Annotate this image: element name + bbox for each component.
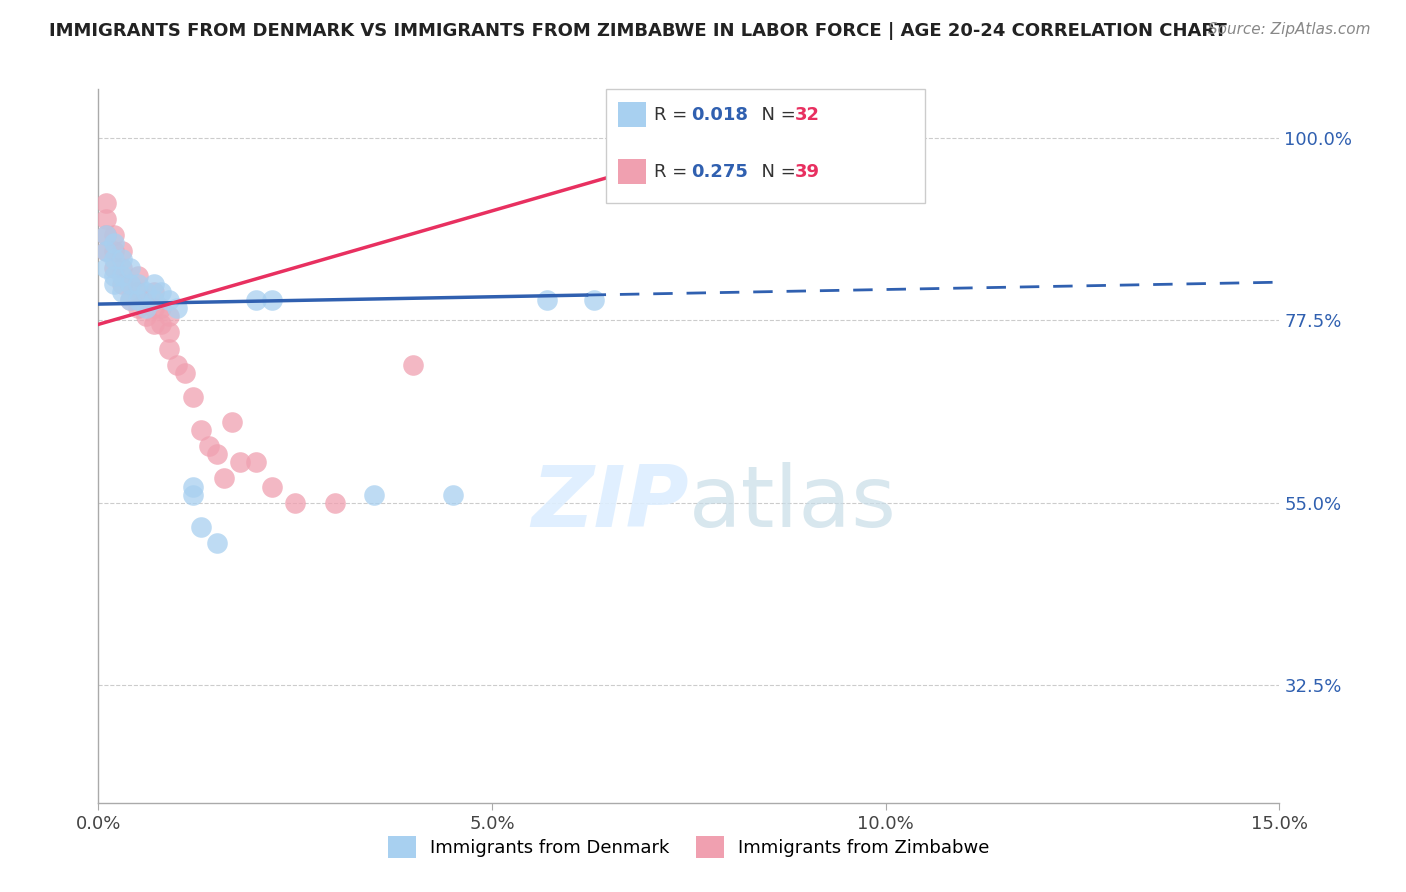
Point — [205, 447, 228, 461]
Point — [103, 260, 125, 275]
Text: 0.018: 0.018 — [690, 106, 748, 124]
Point — [536, 293, 558, 307]
Point — [150, 301, 173, 315]
Point — [96, 195, 118, 210]
Text: 0.275: 0.275 — [690, 163, 748, 181]
Point — [118, 277, 141, 291]
Point — [150, 318, 173, 332]
Point — [96, 244, 118, 259]
Point — [127, 285, 149, 299]
Point — [284, 496, 307, 510]
Point — [323, 496, 346, 510]
Point — [111, 260, 134, 275]
Point — [174, 366, 197, 380]
Point — [96, 228, 118, 243]
Point — [260, 479, 283, 493]
Point — [103, 277, 125, 291]
Point — [157, 293, 180, 307]
Point — [111, 268, 134, 283]
Text: Source: ZipAtlas.com: Source: ZipAtlas.com — [1208, 22, 1371, 37]
Point — [402, 358, 425, 372]
Point — [363, 488, 385, 502]
Point — [111, 244, 134, 259]
Point — [118, 277, 141, 291]
Text: N =: N = — [749, 106, 801, 124]
Text: ZIP: ZIP — [531, 461, 689, 545]
Point — [111, 252, 134, 267]
Point — [229, 455, 252, 469]
Point — [260, 293, 283, 307]
Point — [214, 471, 236, 485]
Point — [135, 293, 157, 307]
Point — [127, 277, 149, 291]
Point — [190, 423, 212, 437]
Point — [181, 479, 204, 493]
Text: atlas: atlas — [689, 461, 897, 545]
Point — [157, 342, 180, 356]
Point — [135, 285, 157, 299]
Point — [96, 228, 118, 243]
Text: R =: R = — [654, 163, 693, 181]
Point — [150, 285, 173, 299]
Point — [142, 301, 165, 315]
Legend: Immigrants from Denmark, Immigrants from Zimbabwe: Immigrants from Denmark, Immigrants from… — [381, 829, 997, 865]
Point — [127, 268, 149, 283]
Point — [142, 285, 165, 299]
Text: IMMIGRANTS FROM DENMARK VS IMMIGRANTS FROM ZIMBABWE IN LABOR FORCE | AGE 20-24 C: IMMIGRANTS FROM DENMARK VS IMMIGRANTS FR… — [49, 22, 1227, 40]
Point — [118, 293, 141, 307]
Point — [197, 439, 219, 453]
Point — [157, 326, 180, 340]
Point — [142, 277, 165, 291]
Point — [205, 536, 228, 550]
Point — [181, 488, 204, 502]
Point — [135, 301, 157, 315]
Point — [103, 244, 125, 259]
Point — [96, 211, 118, 226]
Point — [583, 293, 606, 307]
Text: R =: R = — [654, 106, 693, 124]
Point — [103, 268, 125, 283]
Point — [111, 277, 134, 291]
Point — [157, 310, 180, 324]
Text: 32: 32 — [794, 106, 820, 124]
Point — [96, 260, 118, 275]
Point — [103, 252, 125, 267]
Point — [142, 318, 165, 332]
Point — [127, 301, 149, 315]
Point — [118, 293, 141, 307]
Text: 39: 39 — [794, 163, 820, 181]
Point — [166, 301, 188, 315]
Point — [441, 488, 464, 502]
Point — [142, 293, 165, 307]
Point — [245, 455, 267, 469]
Point — [96, 244, 118, 259]
Point — [127, 293, 149, 307]
Point — [181, 390, 204, 404]
Point — [166, 358, 188, 372]
Point — [135, 310, 157, 324]
Point — [190, 520, 212, 534]
Point — [103, 228, 125, 243]
Point — [221, 415, 243, 429]
Text: N =: N = — [749, 163, 801, 181]
Point — [245, 293, 267, 307]
Point — [103, 236, 125, 251]
Point — [118, 260, 141, 275]
Point — [111, 285, 134, 299]
